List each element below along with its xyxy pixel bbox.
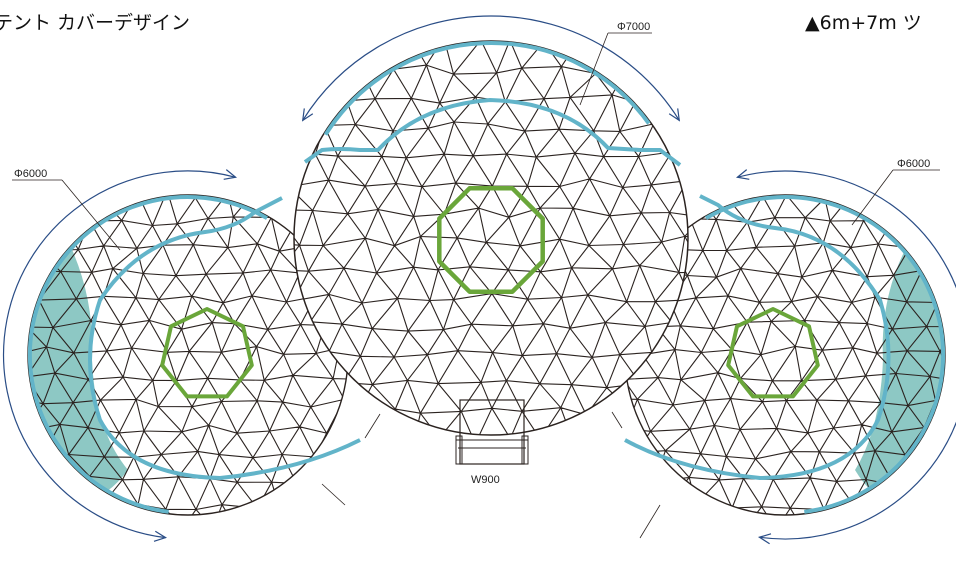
entrance-width-label: W900: [471, 474, 500, 486]
right-dome-diameter-label: Φ6000: [897, 158, 930, 170]
right-skylight: [726, 307, 820, 399]
tent-size-title: ▲6m+7m ツ: [805, 12, 922, 34]
left-dome-diameter-label: Φ6000: [14, 168, 47, 180]
left-skylight: [160, 307, 254, 399]
right-dome: [624, 194, 946, 516]
dimension-arrows: [2, 15, 956, 545]
entrance-door: [455, 399, 529, 465]
dimension-labels: Φ7000 Φ6000 Φ6000 W900: [12, 21, 940, 539]
center-skylight: [437, 186, 545, 294]
center-dome-diameter-label: Φ7000: [617, 21, 650, 33]
drawing-title: テント カバーデザイン: [0, 12, 191, 34]
